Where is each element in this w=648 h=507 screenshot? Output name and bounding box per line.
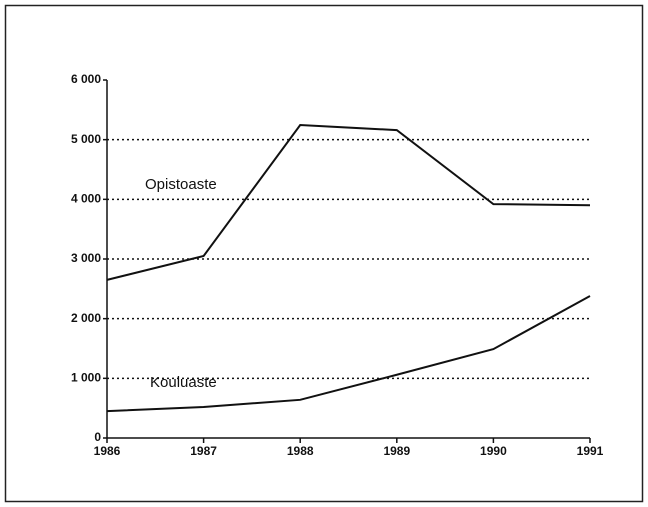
y-tick-label: 3 000 bbox=[71, 251, 101, 265]
x-tick-label: 1986 bbox=[94, 444, 121, 458]
x-tick-label: 1989 bbox=[383, 444, 410, 458]
x-tick-label: 1988 bbox=[287, 444, 314, 458]
y-tick-label: 0 bbox=[94, 430, 101, 444]
series-label: Kouluaste bbox=[150, 374, 217, 391]
y-tick-label: 6 000 bbox=[71, 72, 101, 86]
y-tick-label: 2 000 bbox=[71, 311, 101, 325]
frame bbox=[4, 4, 644, 503]
x-tick-label: 1987 bbox=[190, 444, 217, 458]
series-line bbox=[106, 124, 591, 281]
y-tick-label: 5 000 bbox=[71, 132, 101, 146]
y-tick-label: 4 000 bbox=[71, 192, 101, 206]
y-tick-label: 1 000 bbox=[71, 371, 101, 385]
series-line bbox=[106, 295, 591, 413]
x-tick-label: 1990 bbox=[480, 444, 507, 458]
series-label: Opistoaste bbox=[145, 176, 217, 193]
x-tick-label: 1991 bbox=[577, 444, 604, 458]
